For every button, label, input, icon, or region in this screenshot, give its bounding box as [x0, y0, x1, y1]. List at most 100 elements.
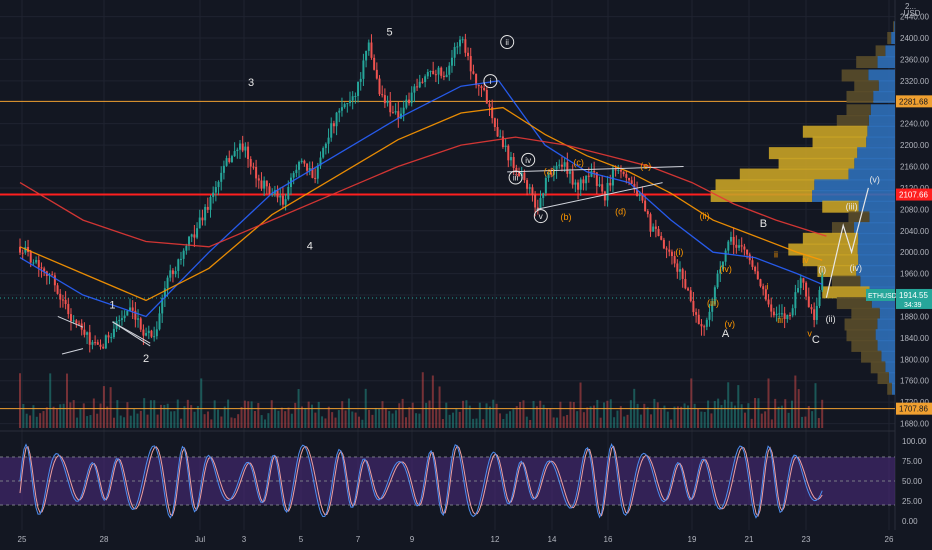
candle-body	[426, 71, 429, 77]
vp-row-up	[858, 200, 895, 213]
candle-body	[746, 249, 749, 255]
volume-bar	[173, 411, 176, 428]
volume-bar	[86, 416, 89, 428]
volume-bar	[502, 418, 505, 428]
candle-body	[265, 180, 268, 187]
volume-bar	[532, 400, 535, 428]
candle-body	[153, 336, 156, 338]
candle-body	[209, 197, 212, 210]
volume-bar	[49, 373, 52, 428]
candle-body	[673, 256, 676, 264]
candle-body	[174, 271, 177, 275]
volume-bar	[737, 385, 740, 428]
candle-body	[595, 172, 598, 186]
volume-bar	[109, 387, 112, 428]
volume-bar	[186, 399, 189, 428]
candle-body	[67, 304, 70, 315]
candle-body	[786, 314, 789, 320]
vp-row-up	[875, 329, 895, 342]
volume-bar	[116, 400, 119, 428]
triangle-line[interactable]	[57, 316, 84, 328]
volume-bar	[358, 416, 361, 428]
currency-label: USD	[904, 9, 921, 18]
candle-body	[625, 174, 628, 178]
candle-body	[563, 162, 566, 167]
projection-path[interactable]	[825, 187, 869, 298]
candle-body	[504, 145, 507, 147]
candle-body	[622, 171, 625, 175]
candle-body	[606, 182, 609, 201]
price-tick: 2160.00	[900, 163, 929, 172]
volume-bar	[200, 378, 203, 428]
wave-labels: 12345iiiiiiivv(a)(b)(c)(d)(e)(i)(ii)(iv)…	[109, 26, 880, 365]
candle-body	[614, 169, 617, 171]
time-tick: 5	[299, 535, 304, 544]
candle-body	[397, 111, 400, 119]
candle-body	[118, 319, 121, 322]
candle-body	[413, 86, 416, 93]
volume-bar	[448, 414, 451, 428]
wave-label: iv	[802, 255, 809, 265]
vp-row-up	[860, 275, 895, 288]
candle-body	[815, 305, 818, 320]
candle-body	[244, 146, 247, 151]
candle-body	[670, 251, 673, 257]
time-tick: Jul	[195, 535, 205, 544]
candle-body	[469, 56, 472, 72]
candle-body	[571, 171, 574, 185]
candle-body	[617, 170, 620, 172]
vp-row-up	[881, 350, 895, 363]
candle-body	[56, 285, 59, 294]
candle-body	[590, 171, 593, 177]
volume-bar	[757, 398, 760, 428]
volume-bar	[438, 386, 441, 428]
volume-bar	[760, 413, 763, 428]
vp-row-down	[875, 45, 886, 58]
wave-circle	[508, 170, 523, 185]
volume-bar	[146, 414, 149, 428]
time-tick: 26	[885, 535, 894, 544]
candle-body	[158, 313, 161, 330]
volume-bar	[149, 400, 152, 428]
volume-bar	[646, 407, 649, 428]
candle-body	[778, 313, 781, 315]
time-tick: 14	[548, 535, 557, 544]
volume-bar	[240, 407, 243, 428]
candle-body	[448, 65, 451, 75]
volume-bar	[304, 407, 307, 428]
candle-body	[260, 180, 263, 189]
triangle-line[interactable]	[507, 166, 684, 173]
time-axis[interactable]: 25 28 Jul 3 5 7 9 12 14 16 19 21 23 26	[18, 535, 894, 544]
candle-body	[668, 249, 671, 252]
candle-body	[83, 329, 86, 335]
vp-row-down	[812, 136, 867, 149]
vp-row-down	[844, 318, 878, 331]
level-lower-tag: 1707.86	[899, 405, 928, 414]
triangle-line[interactable]	[61, 348, 84, 355]
triangle-line[interactable]	[112, 321, 151, 347]
vp-row-up	[877, 339, 895, 352]
wave-label: C	[812, 334, 820, 346]
volume-bar	[99, 403, 102, 428]
candle-body	[708, 311, 711, 320]
wave-label: (e)	[640, 161, 651, 171]
volume-bar	[666, 411, 669, 428]
triangle-line[interactable]	[536, 182, 663, 210]
volume-bar	[539, 400, 542, 428]
volume-bar	[562, 416, 565, 428]
volume-bar	[411, 402, 414, 428]
annotations[interactable]	[57, 166, 869, 355]
candle-body	[230, 156, 233, 162]
candle-body	[255, 166, 258, 179]
candle-body	[652, 226, 655, 232]
vp-row-up	[866, 136, 895, 149]
candle-body	[539, 198, 542, 208]
candle-body	[394, 111, 397, 113]
volume-bar	[260, 415, 263, 428]
candle-body	[233, 151, 236, 157]
volume-bar	[656, 402, 659, 428]
candle-body	[263, 180, 266, 189]
volume-bar	[96, 413, 99, 428]
